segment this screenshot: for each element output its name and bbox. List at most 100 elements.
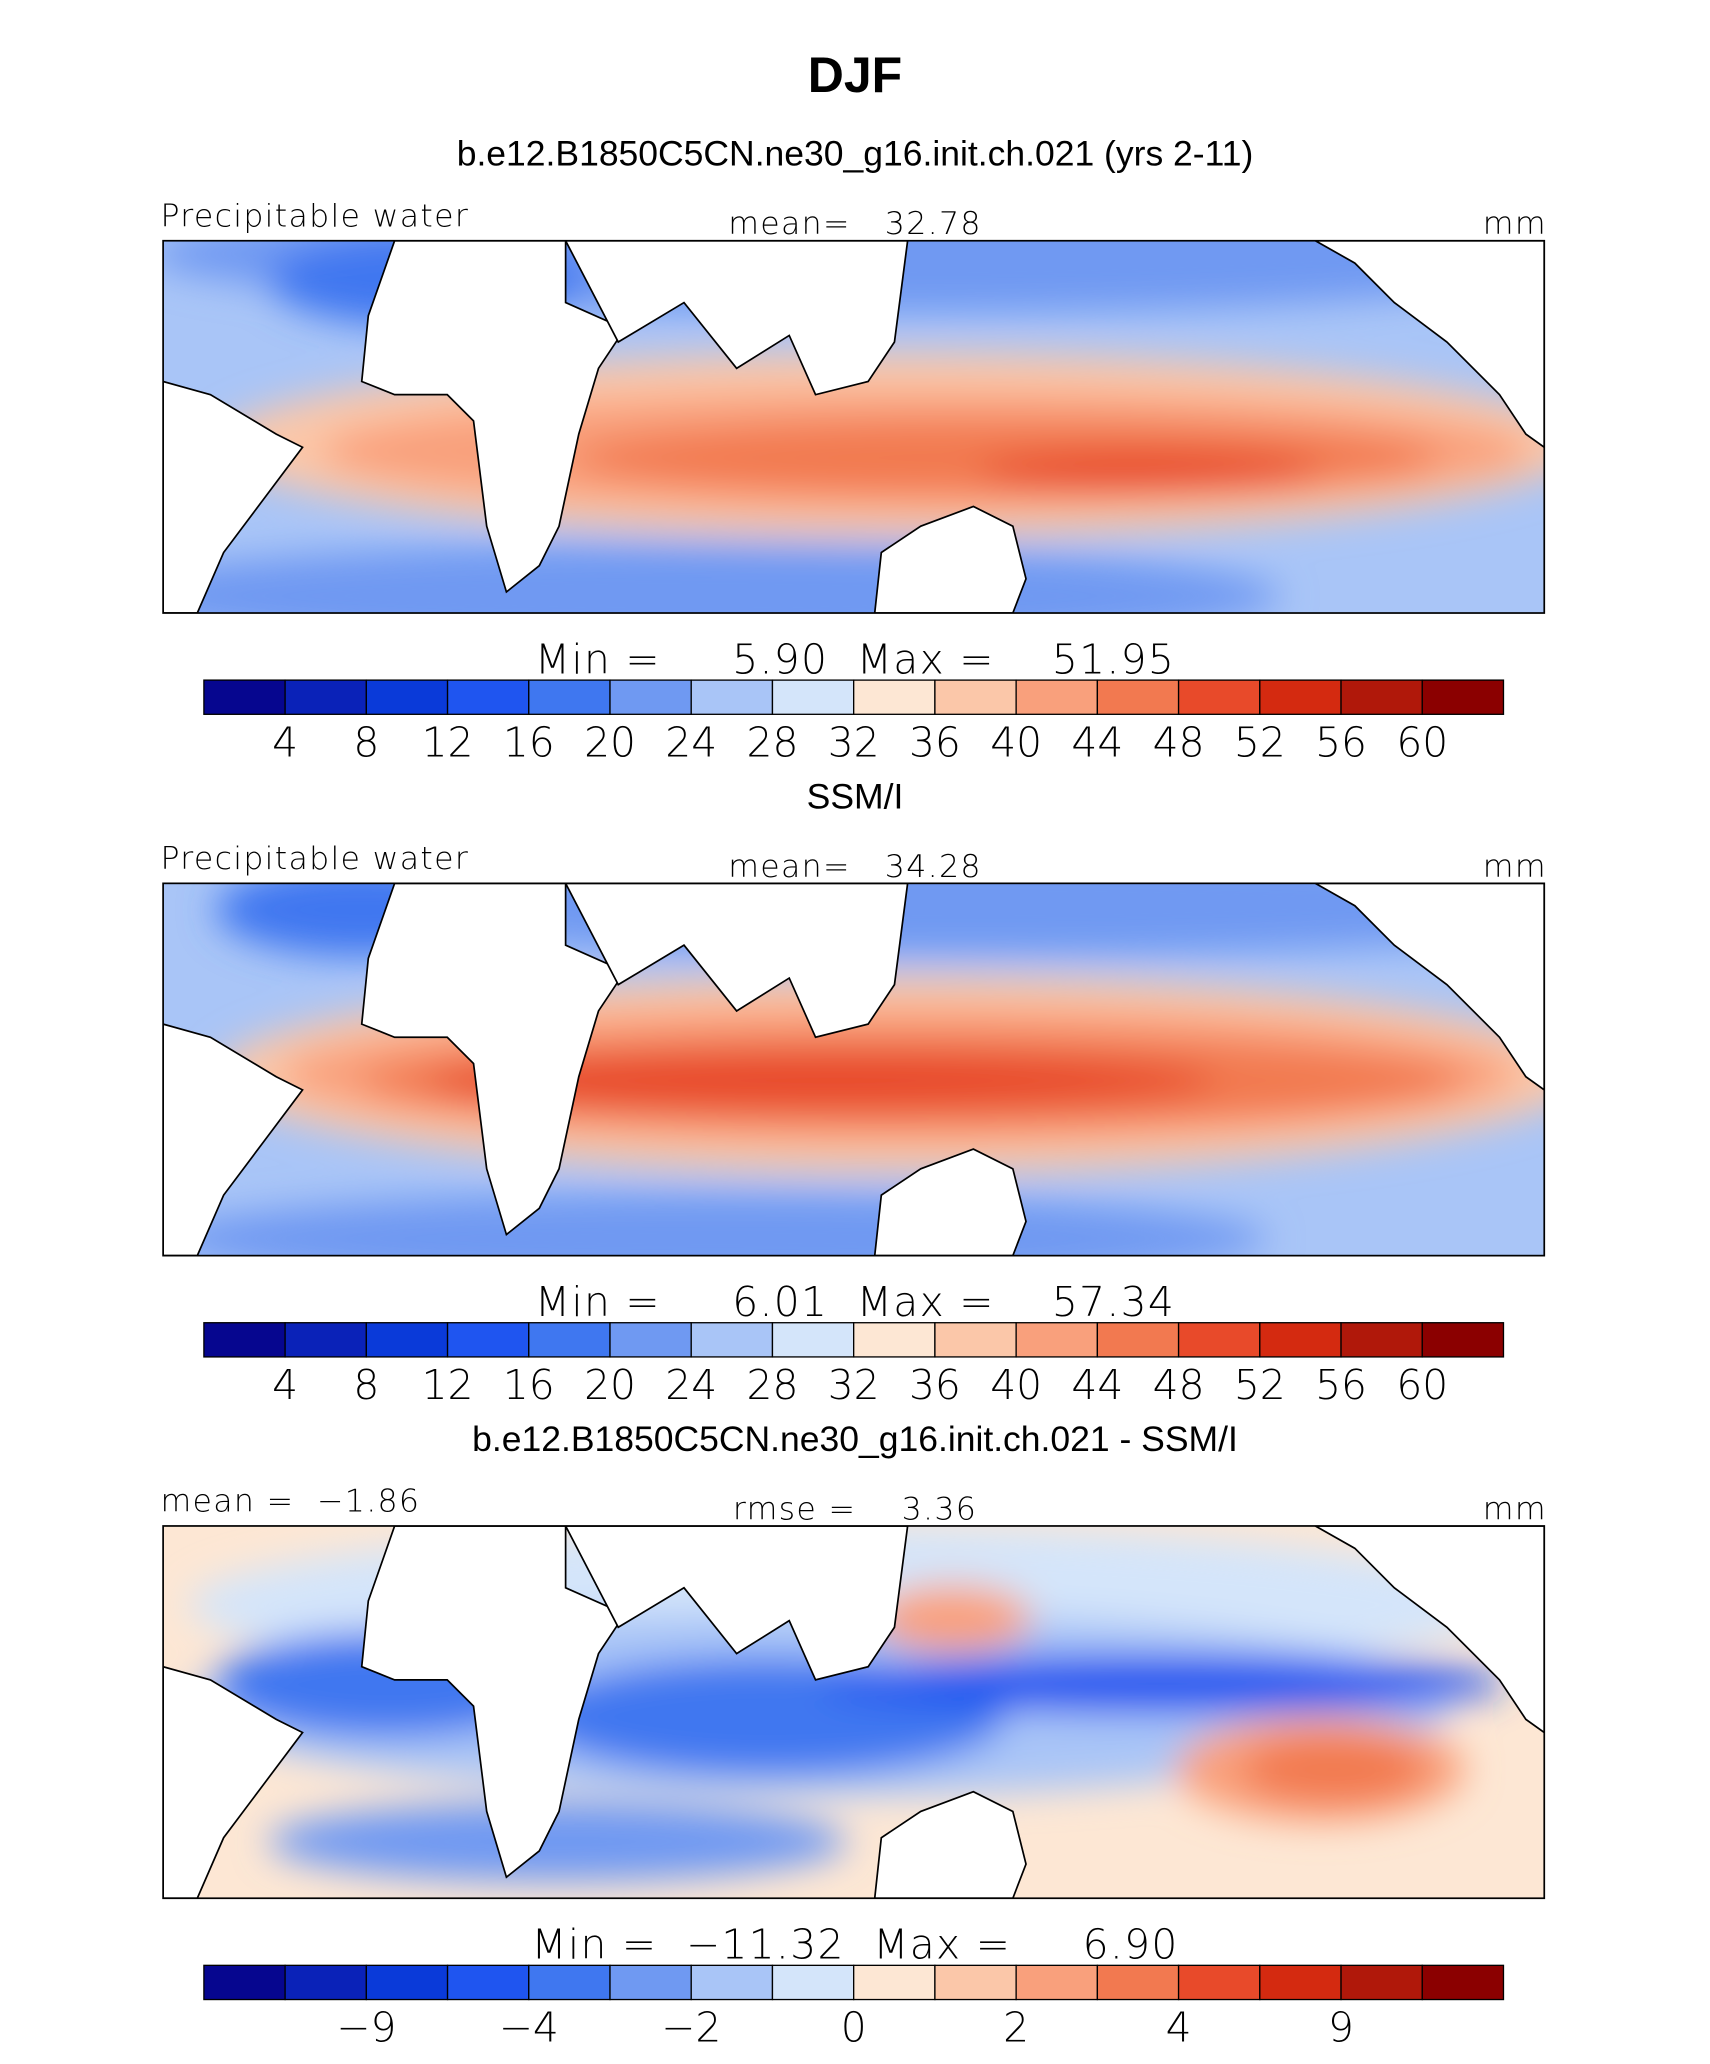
- right-label: mm: [1483, 206, 1547, 242]
- colorbar-box: [853, 679, 936, 715]
- colorbar-label: 4: [272, 1361, 298, 1409]
- field-blob: [820, 1654, 1505, 1713]
- map-frame: [162, 1525, 1546, 1900]
- colorbar-label: 20: [584, 1361, 636, 1409]
- figure-title: DJF: [808, 47, 902, 103]
- map-frame: [162, 882, 1546, 1257]
- right-label: mm: [1483, 849, 1547, 885]
- continent: [360, 240, 627, 594]
- continent: [873, 505, 1027, 614]
- panel-subtitle: SSM/I: [807, 776, 904, 816]
- colorbar-box: [1096, 679, 1180, 715]
- colorbar-box: [203, 679, 286, 715]
- colorbar-label: 0: [841, 2004, 867, 2052]
- colorbar-box: [690, 1964, 774, 2001]
- colorbar-label: 24: [665, 718, 717, 766]
- colorbar-box: [771, 1322, 855, 1358]
- colorbar-box: [771, 1964, 855, 2001]
- colorbar-label: 48: [1153, 1361, 1205, 1409]
- left-label: Precipitable water: [160, 841, 469, 877]
- colorbar-box: [284, 1322, 367, 1358]
- colorbar-label: 24: [665, 1361, 717, 1409]
- field-blob: [570, 420, 1440, 495]
- colorbar-box: [1421, 1322, 1505, 1358]
- colorbar-box: [771, 679, 855, 715]
- colorbar-box: [1015, 679, 1099, 715]
- continent: [360, 1525, 627, 1879]
- colorbar-box: [1340, 1964, 1423, 2001]
- colorbar-label: 32: [828, 1361, 880, 1409]
- colorbar-box: [203, 1964, 286, 2001]
- colorbar-box: [1177, 1322, 1261, 1358]
- map: [163, 1525, 1545, 1899]
- continent: [873, 1790, 1027, 1899]
- colorbar-box: [1340, 679, 1423, 715]
- colorbar-box: [1177, 679, 1261, 715]
- colorbar-box: [284, 679, 367, 715]
- colorbar-label: 28: [747, 1361, 799, 1409]
- colorbar-label: 40: [990, 718, 1042, 766]
- colorbar-box: [528, 1964, 611, 2001]
- panel-subtitle: b.e12.B1850C5CN.ne30_g16.init.ch.021 - S…: [472, 1419, 1238, 1459]
- continent: [564, 240, 909, 396]
- colorbar-box: [1177, 1964, 1261, 2001]
- colorbar-label: 48: [1153, 718, 1205, 766]
- field-blob: [163, 1192, 1268, 1256]
- colorbar-box: [1015, 1322, 1099, 1358]
- continent: [873, 1148, 1027, 1256]
- colorbar-box: [365, 679, 449, 715]
- map: [163, 883, 1545, 1256]
- colorbar-label: 40: [990, 1361, 1042, 1409]
- continent: [163, 380, 304, 614]
- colorbar-label: 60: [1396, 718, 1448, 766]
- colorbar-label: 12: [422, 718, 474, 766]
- colorbar-label: 20: [584, 718, 636, 766]
- colorbar-label: 8: [353, 1361, 379, 1409]
- colorbar-box: [934, 1964, 1017, 2001]
- left-label: Precipitable water: [160, 198, 469, 234]
- colorbar-label: 12: [422, 1361, 474, 1409]
- colorbar-box: [690, 1322, 774, 1358]
- colorbar-label: 36: [909, 1361, 961, 1409]
- field-blob: [873, 1585, 1032, 1651]
- continent: [1313, 883, 1545, 1091]
- colorbar-label: 44: [1071, 1361, 1123, 1409]
- continent: [1313, 240, 1545, 449]
- colorbar-box: [853, 1964, 936, 2001]
- colorbar-label: 32: [828, 718, 880, 766]
- colorbar-box: [1096, 1964, 1180, 2001]
- stats-label: Min = −11.32 Max = 6.90: [531, 1921, 1178, 1969]
- continent: [360, 883, 627, 1237]
- map: [163, 240, 1545, 614]
- colorbar-box: [528, 1322, 611, 1358]
- field-blob: [426, 1051, 1216, 1110]
- colorbar-label: −4: [499, 2004, 559, 2052]
- continent: [163, 1665, 304, 1899]
- colorbar-box: [609, 1322, 692, 1358]
- colorbar-label: 4: [272, 718, 298, 766]
- continent: [564, 883, 909, 1039]
- colorbar-label: 52: [1234, 718, 1286, 766]
- colorbar-label: 16: [503, 718, 555, 766]
- stats-label: Min = 6.01 Max = 57.34: [535, 1278, 1175, 1326]
- colorbar-label: 36: [909, 718, 961, 766]
- colorbar-label: −9: [336, 2004, 396, 2052]
- colorbar-box: [934, 1322, 1017, 1358]
- colorbar-box: [609, 679, 692, 715]
- field-blob: [163, 543, 1282, 614]
- colorbar-box: [1421, 679, 1505, 715]
- panel-subtitle: b.e12.B1850C5CN.ne30_g16.init.ch.021 (yr…: [457, 134, 1254, 174]
- colorbar-box: [365, 1964, 449, 2001]
- colorbar-box: [853, 1322, 936, 1358]
- colorbar-box: [284, 1964, 367, 2001]
- colorbar-label: 28: [747, 718, 799, 766]
- center-label: rmse = 3.36: [733, 1491, 977, 1527]
- colorbar-box: [1340, 1322, 1423, 1358]
- colorbar-label: 56: [1315, 718, 1367, 766]
- colorbar-box: [1259, 679, 1342, 715]
- colorbar-box: [446, 1322, 530, 1358]
- colorbar-label: 9: [1328, 2004, 1354, 2052]
- colorbar-label: 52: [1234, 1361, 1286, 1409]
